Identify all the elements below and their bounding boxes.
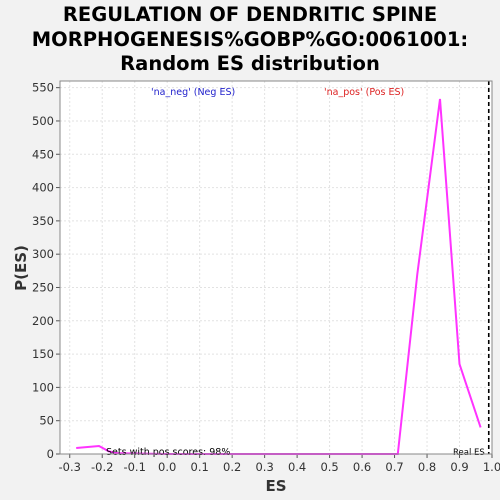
grid bbox=[60, 81, 493, 455]
x-axis-label: ES bbox=[265, 477, 286, 495]
chart-title-line-1: REGULATION OF DENDRITIC SPINE bbox=[62, 3, 438, 26]
x-tick-label: -0.1 bbox=[123, 460, 145, 474]
y-axis-label: P(ES) bbox=[12, 245, 30, 291]
y-tick-label: 500 bbox=[32, 114, 54, 128]
y-tick-label: 250 bbox=[32, 280, 54, 294]
chart-title-line-3: Random ES distribution bbox=[120, 52, 380, 75]
x-tick-label: 0.0 bbox=[158, 460, 176, 474]
x-tick-label: 0.4 bbox=[288, 460, 306, 474]
y-tick-label: 450 bbox=[32, 147, 54, 161]
x-tick-label: 0.1 bbox=[191, 460, 209, 474]
x-tick-label: 1.0 bbox=[483, 460, 500, 474]
y-tick-label: 0 bbox=[47, 447, 54, 461]
x-tick-label: 0.2 bbox=[223, 460, 241, 474]
x-tick-label: 0.5 bbox=[320, 460, 338, 474]
x-tick-label: -0.2 bbox=[91, 460, 113, 474]
pos-annotation: 'na_pos' (Pos ES) bbox=[324, 87, 404, 98]
x-tick-label: 0.3 bbox=[255, 460, 273, 474]
axes: -0.3 -0.2 -0.1 0.0 0.1 0.2 0.3 0.4 0.5 0.6 0.7 0.8 0… bbox=[32, 81, 500, 474]
y-tick-label: 150 bbox=[32, 347, 54, 361]
y-tick-label: 300 bbox=[32, 247, 54, 261]
pos-scores-annotation: Sets with pos scores: 98% bbox=[106, 447, 230, 458]
plot-area bbox=[60, 81, 492, 454]
x-tick-label: 0.9 bbox=[450, 460, 468, 474]
y-tick-label: 400 bbox=[32, 181, 54, 195]
neg-annotation: 'na_neg' (Neg ES) bbox=[151, 87, 235, 98]
real-es-label: Real ES bbox=[453, 448, 485, 458]
chart-title-line-2: MORPHOGENESIS%GOBP%GO:0061001: bbox=[31, 28, 469, 51]
y-tick-label: 100 bbox=[32, 380, 54, 394]
plot-border bbox=[59, 80, 493, 455]
y-tick-label: 350 bbox=[32, 214, 54, 228]
y-tick-label: 200 bbox=[32, 314, 54, 328]
x-tick-label: 0.8 bbox=[418, 460, 436, 474]
y-tick-label: 550 bbox=[32, 81, 54, 95]
x-tick-label: -0.3 bbox=[59, 460, 81, 474]
x-tick-label: 0.6 bbox=[353, 460, 371, 474]
y-tick-label: 50 bbox=[39, 414, 54, 428]
x-tick-label: 0.7 bbox=[385, 460, 403, 474]
